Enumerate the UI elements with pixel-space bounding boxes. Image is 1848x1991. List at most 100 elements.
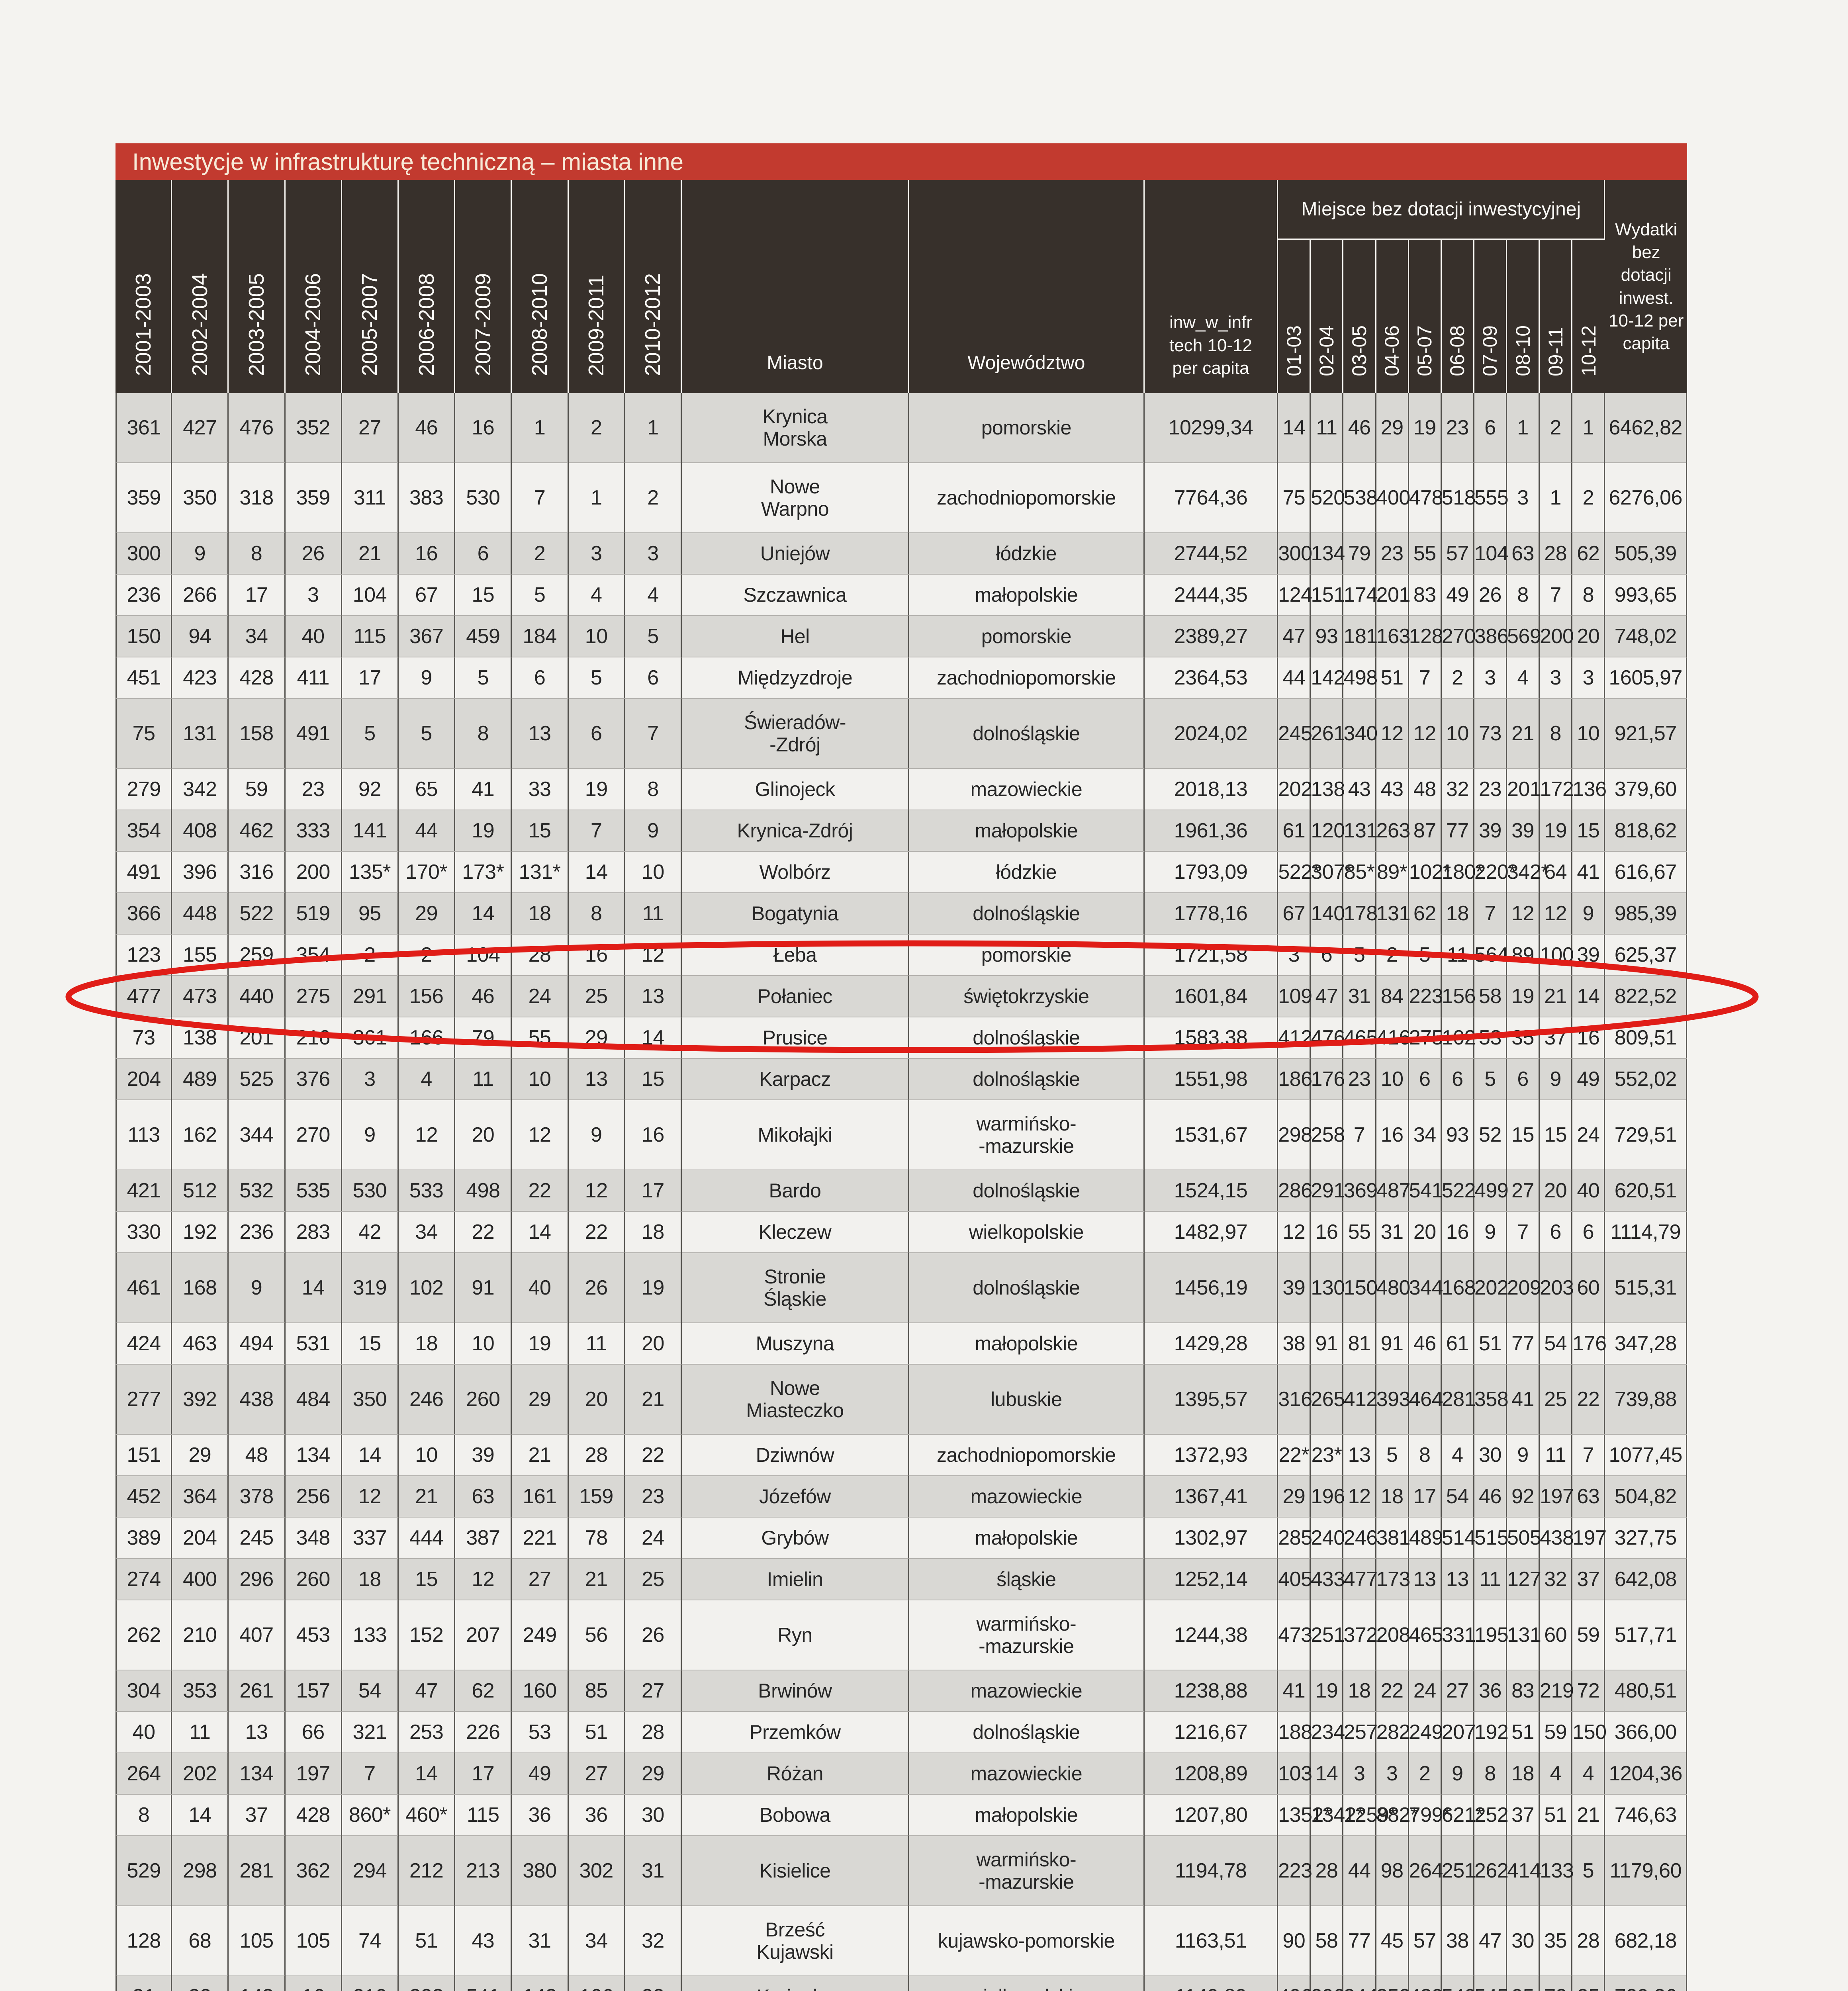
year-value-cell: 411: [285, 657, 342, 699]
year-value-cell: 10: [455, 1323, 512, 1365]
table-row: 8 14 37 428 860* 460* 115 36 36 30 Bobowa małopolsk…: [116, 1795, 1687, 1836]
year-value-cell: 104: [342, 575, 399, 616]
rank-cell: 545: [1474, 1976, 1509, 1991]
rank-cell: 4: [1540, 1753, 1573, 1795]
year-value-cell: 421: [116, 1170, 172, 1212]
rank-cell: 136: [1572, 769, 1607, 810]
inw-per-capita-cell: 1721,58: [1144, 935, 1278, 976]
year-value-cell: 3: [568, 533, 625, 575]
year-value-cell: 173*: [455, 852, 512, 893]
year-value-cell: 333: [285, 810, 342, 852]
year-value-cell: 28: [512, 935, 569, 976]
year-value-cell: 376: [285, 1059, 342, 1100]
year-value-cell: 12: [342, 1476, 399, 1518]
inw-per-capita-cell: 1372,93: [1144, 1435, 1278, 1476]
rank-cell: 174: [1343, 575, 1378, 616]
rank-cell: 6: [1540, 1212, 1573, 1253]
year-value-cell: 22: [568, 1212, 625, 1253]
rank-cell: 13: [1441, 1559, 1474, 1600]
voivodeship-cell: zachodniopomorskie: [909, 1435, 1145, 1476]
rank-cell: 3: [1572, 657, 1605, 699]
year-value-cell: 17: [342, 657, 399, 699]
rank-cell: 496: [1278, 1976, 1312, 1991]
rank-cell: 799*: [1409, 1795, 1451, 1836]
rank-cell: 37: [1507, 1795, 1540, 1836]
table-row: 354 408 462 333 141 44 19 15 7 9 Krynica-Zdrój mało…: [116, 810, 1687, 852]
rank-cell: 489: [1409, 1518, 1443, 1559]
year-value-cell: 264: [116, 1753, 172, 1795]
rank-column-header: 06-08: [1441, 240, 1474, 393]
year-value-cell: 14: [399, 1753, 456, 1795]
rank-cell: 91: [1311, 1323, 1344, 1365]
rank-cell: 10: [1376, 1059, 1409, 1100]
rank-cell: 23: [1343, 1059, 1376, 1100]
spend-cell: 746,63: [1605, 1795, 1687, 1836]
voivodeship-cell: wielkopolskie: [909, 1212, 1145, 1253]
year-value-cell: 134: [285, 1435, 342, 1476]
year-value-cell: 28: [568, 1435, 625, 1476]
table-row: 236 266 17 3 104 67 15 5 4 4 Szczawnica małopolskie…: [116, 575, 1687, 616]
year-column-header: 2002-2004: [172, 180, 229, 393]
rank-cell: 1: [1572, 393, 1605, 463]
table-row-highlighted: 477 473 440 275 291 156 46 24 25 13 Połaniec święto…: [116, 976, 1687, 1017]
spend-column-header: Wydatki bez dotacji inwest. 10-12 per ca…: [1605, 180, 1687, 393]
rank-cell: 393: [1376, 1365, 1410, 1435]
year-value-cell: 344: [229, 1100, 286, 1170]
rank-group-header: Miejsce bez dotacji inwestycyjnej: [1278, 180, 1605, 240]
rank-cell: 21: [1572, 1795, 1605, 1836]
spend-cell: 504,82: [1605, 1476, 1687, 1518]
year-value-cell: 33: [512, 769, 569, 810]
year-value-cell: 24: [625, 1518, 682, 1559]
rank-cell: 156: [1441, 976, 1476, 1017]
year-value-cell: 56: [568, 1600, 625, 1670]
spend-cell: 480,51: [1605, 1670, 1687, 1712]
city-cell: Międzyzdroje: [682, 657, 909, 699]
rank-cell: 176: [1311, 1059, 1345, 1100]
rank-cell: 35: [1540, 1906, 1573, 1976]
spend-cell: 1077,45: [1605, 1435, 1687, 1476]
year-value-cell: 4: [399, 1059, 456, 1100]
table-row: 128 68 105 105 74 51 43 31 34 32 Brześć Kujawski ku…: [116, 1906, 1687, 1976]
year-value-cell: 7: [512, 463, 569, 533]
rank-cell: 5: [1343, 935, 1376, 976]
rank-cell: 52: [1474, 1100, 1507, 1170]
year-value-cell: 283: [285, 1212, 342, 1253]
year-value-cell: 9: [399, 657, 456, 699]
year-value-cell: 14: [512, 1212, 569, 1253]
year-value-cell: 18: [399, 1323, 456, 1365]
year-column-label: 2005-2007: [358, 273, 382, 376]
table-row: 452 364 378 256 12 21 63 161 159 23 Józefów mazowie…: [116, 1476, 1687, 1518]
year-value-cell: 423: [172, 657, 229, 699]
inw-per-capita-cell: 1252,14: [1144, 1559, 1278, 1600]
voivodeship-cell: dolnośląskie: [909, 1712, 1145, 1753]
year-value-cell: 26: [625, 1600, 682, 1670]
year-value-cell: 396: [172, 852, 229, 893]
table-row: 264 202 134 197 7 14 17 49 27 29 Różan mazowieckie 1…: [116, 1753, 1687, 1795]
city-cell: Krynica-Zdrój: [682, 810, 909, 852]
rank-cell: 11: [1540, 1435, 1573, 1476]
rank-cell: 505: [1507, 1518, 1541, 1559]
year-value-cell: 27: [568, 1753, 625, 1795]
year-value-cell: 23: [285, 769, 342, 810]
year-value-cell: 10: [625, 852, 682, 893]
year-value-cell: 15: [625, 1059, 682, 1100]
year-value-cell: 14: [285, 1253, 342, 1323]
rank-cell: 412: [1278, 1017, 1312, 1059]
rank-cell: 19: [1409, 393, 1442, 463]
rank-cell: 62: [1572, 533, 1605, 575]
rank-cell: 47: [1311, 976, 1344, 1017]
rank-cell: 22: [1376, 1670, 1409, 1712]
year-value-cell: 16: [625, 1100, 682, 1170]
rank-cell: 39: [1507, 810, 1540, 852]
year-value-cell: 39: [455, 1435, 512, 1476]
rank-cell: 300: [1278, 533, 1312, 575]
rank-cell: 172: [1540, 769, 1574, 810]
rank-cell: 134: [1311, 533, 1345, 575]
rank-cell: 478: [1409, 463, 1443, 533]
year-value-cell: 348: [285, 1518, 342, 1559]
year-value-cell: 531: [285, 1323, 342, 1365]
rank-cell: 131: [1507, 1600, 1541, 1670]
year-value-cell: 9: [568, 1100, 625, 1170]
rank-cell: 257: [1343, 1712, 1378, 1753]
year-value-cell: 29: [568, 1017, 625, 1059]
